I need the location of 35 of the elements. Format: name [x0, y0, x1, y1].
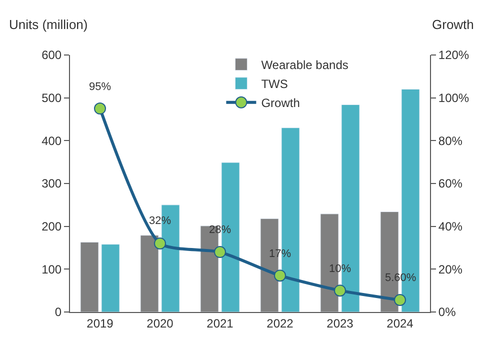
y2-tick-label: 120% [438, 48, 470, 62]
y2-tick-label: 100% [438, 91, 470, 106]
x-tick-label: 2024 [386, 316, 414, 330]
x-tick-label: 2021 [206, 316, 234, 330]
y2-tick-label: 20% [438, 262, 463, 276]
point [274, 270, 286, 282]
y-axis-title: Units (million) [9, 17, 88, 32]
y2-tick-label: 80% [438, 134, 463, 148]
y-tick-label: 300 [42, 176, 62, 191]
y2-tick-label: 0% [438, 305, 456, 320]
y2-tick-label: 40% [438, 220, 463, 234]
point [214, 246, 226, 258]
y-tick-label: 600 [42, 48, 62, 62]
point [94, 102, 106, 115]
point [334, 284, 346, 297]
point [154, 237, 166, 250]
data-label: 95% [89, 81, 112, 93]
bar [101, 244, 120, 312]
legend-label: Wearable bands [261, 58, 348, 72]
y-tick-label: 500 [42, 91, 62, 106]
legend-label: TWS [261, 77, 288, 92]
y-tick-label: 100 [42, 262, 62, 276]
x-tick-label: 2020 [146, 316, 174, 330]
x-tick-label: 2022 [266, 316, 294, 330]
x-tick-label: 2019 [86, 316, 114, 330]
legend-label: Growth [261, 96, 300, 110]
y-tick-label: 0 [54, 305, 62, 320]
y2-tick-label: 60% [438, 176, 463, 191]
bar [80, 242, 99, 312]
y-tick-label: 400 [42, 134, 62, 148]
y2-axis-title: Growth [432, 17, 474, 32]
point [394, 294, 406, 306]
y-tick-label: 200 [42, 220, 62, 234]
x-tick-label: 2023 [326, 316, 354, 330]
bar [140, 235, 159, 312]
